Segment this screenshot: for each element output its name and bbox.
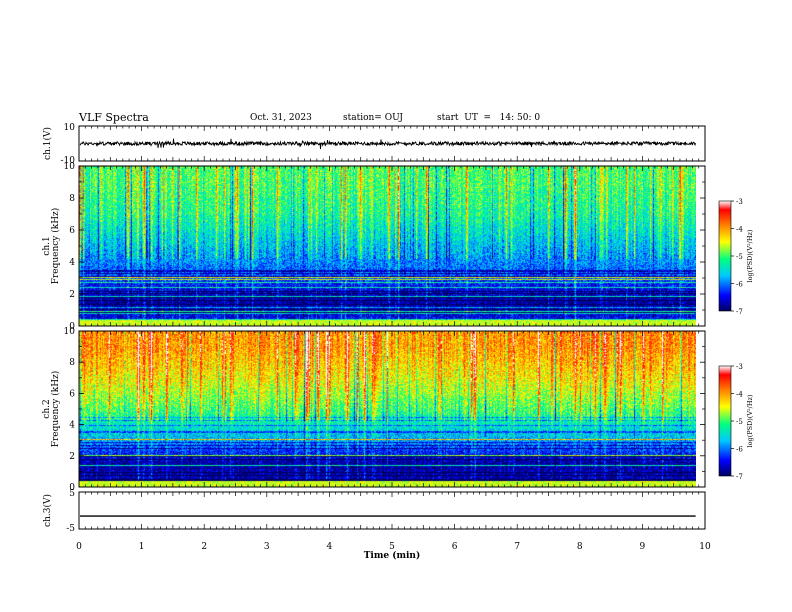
ch1v-ytick-label: -10 — [61, 156, 76, 166]
ch1-ytick-label: 0 — [69, 322, 75, 332]
ch2-ytick-label: 10 — [64, 327, 76, 337]
xtick-label: 0 — [76, 542, 82, 552]
ch1-colorbar-tick-label: -7 — [736, 308, 743, 316]
ch1-ylabel-frequency: Frequency (kHz) — [50, 208, 61, 285]
ch1-colorbar-tick-label: -5 — [736, 253, 743, 261]
ch2-colorbar-tick-label: -6 — [736, 446, 743, 454]
ch1-spectrogram-image — [79, 166, 696, 326]
ch2-ytick-label: 2 — [69, 452, 75, 462]
xtick-label: 2 — [201, 542, 207, 552]
xtick-label: 9 — [640, 542, 646, 552]
xtick-label: 10 — [699, 542, 711, 552]
start-time-label: start UT = 14: 50: 0 — [437, 113, 541, 123]
ch1-ytick-label: 4 — [69, 258, 75, 268]
xtick-label: 3 — [264, 542, 270, 552]
xtick-label: 6 — [452, 542, 458, 552]
x-axis-label: Time (min) — [364, 550, 421, 561]
ch1-colorbar-tick-label: -4 — [736, 226, 743, 234]
ch2-colorbar-tick-label: -3 — [736, 363, 743, 371]
ch1-ytick-label: 6 — [69, 226, 75, 236]
ch3v-frame — [78, 491, 706, 530]
ch2-colorbar-tick-label: -7 — [736, 473, 743, 481]
figure-title: VLF Spectra — [79, 111, 149, 124]
xtick-label: 1 — [139, 542, 145, 552]
ch3v-ytick-label: -5 — [66, 524, 75, 534]
xtick-label: 5 — [389, 542, 395, 552]
ch2-spectrogram-image — [79, 331, 696, 487]
ch1-ytick-label: 2 — [69, 290, 75, 300]
date-label: Oct. 31, 2023 — [250, 113, 312, 123]
xtick-label: 7 — [514, 542, 520, 552]
ch1-colorbar-tick-label: -3 — [736, 198, 743, 206]
xtick-label: 8 — [577, 542, 583, 552]
ch2-colorbar-tick-label: -5 — [736, 418, 743, 426]
ch1v-ylabel: ch.1(V) — [42, 127, 53, 160]
ch2-colorbar — [718, 365, 732, 477]
ch1-ytick-label: 8 — [69, 194, 75, 204]
station-label: station= OUJ — [343, 113, 404, 123]
ch3v-ylabel: ch.3(V) — [42, 494, 53, 527]
ch2-ytick-label: 4 — [69, 421, 75, 431]
ch2-ytick-label: 0 — [69, 483, 75, 493]
ch1-colorbar-tick-label: -6 — [736, 281, 743, 289]
ch1-colorbar — [718, 200, 732, 312]
ch3v-ytick-label: 5 — [69, 489, 75, 499]
ch2-ylabel-channel: ch.2 — [42, 399, 52, 418]
xtick-label: 4 — [327, 542, 333, 552]
ch2-ytick-label: 8 — [69, 358, 75, 368]
ch2-ytick-label: 6 — [69, 389, 75, 399]
ch2-ylabel-frequency: Frequency (kHz) — [50, 371, 61, 448]
ch2-colorbar-tick-label: -4 — [736, 391, 743, 399]
ch1-ytick-label: 10 — [64, 162, 76, 172]
ch1-colorbar-label: log(PSD)(V²/Hz) — [746, 229, 754, 282]
ch1-ylabel-channel: ch.1 — [42, 236, 52, 255]
ch2-colorbar-label: log(PSD)(V²/Hz) — [746, 394, 754, 447]
ch1-voltage-trace — [79, 138, 696, 150]
ch1v-ytick-label: 10 — [64, 123, 76, 133]
